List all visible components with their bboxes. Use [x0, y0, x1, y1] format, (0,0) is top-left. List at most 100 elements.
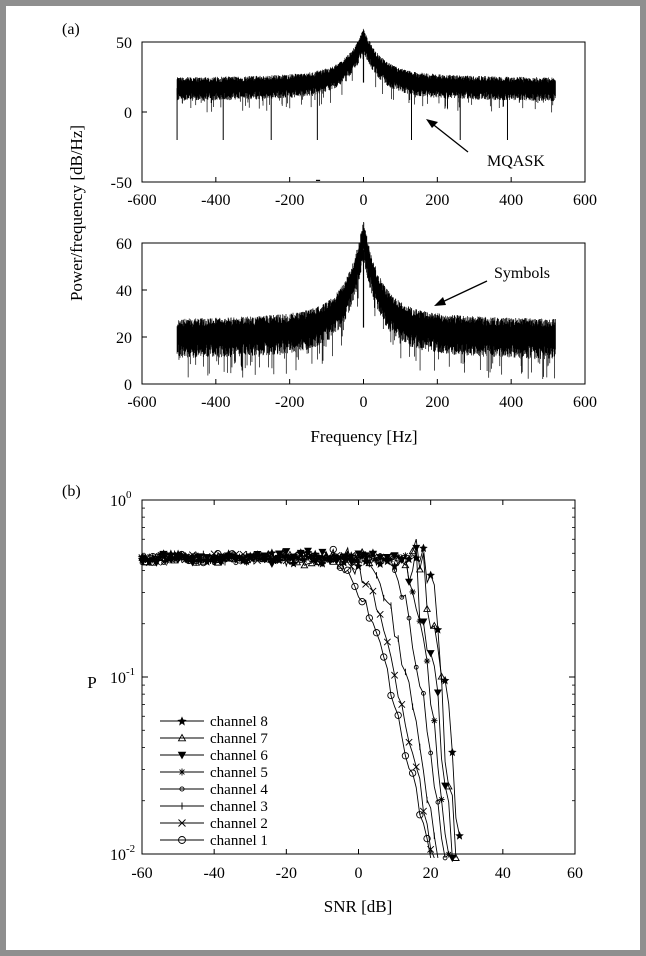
symbols-ytick-label: 60 — [116, 236, 132, 253]
marker-circle — [156, 553, 164, 561]
marker-x — [369, 587, 377, 595]
mqask-axes: -600 -400 -200 0 200 400 600 -50 0 50 MQASK - — [111, 35, 597, 209]
series-channel-2 — [138, 546, 435, 859]
marker-circle — [279, 554, 287, 562]
marker-circle — [221, 553, 229, 562]
series-line — [141, 552, 439, 858]
marker-circle — [293, 552, 301, 560]
mqask-trace — [176, 28, 556, 113]
series-line — [141, 546, 435, 859]
marker-circle — [235, 556, 244, 564]
mqask-ytick-label: 50 — [116, 35, 132, 52]
marker-asterisk — [358, 552, 366, 560]
marker-x — [318, 557, 326, 565]
marker-small-circle — [298, 558, 304, 563]
marker-triangle-down — [412, 544, 421, 552]
marker-star — [390, 561, 399, 571]
marker-circle — [387, 691, 395, 700]
symbols-ytick-label: 20 — [116, 330, 132, 347]
p-ytick-label: 10-2 — [110, 843, 135, 864]
legend-label: channel 4 — [210, 782, 268, 798]
marker-circle — [307, 555, 316, 563]
series-line — [141, 538, 457, 858]
p-ytick-exp: -2 — [126, 843, 135, 855]
marker-asterisk — [373, 556, 380, 564]
marker-x — [362, 580, 370, 588]
marker-x — [203, 552, 211, 561]
snr-xtick-label: 40 — [495, 865, 511, 882]
marker-asterisk — [387, 556, 395, 563]
marker-x — [253, 557, 261, 565]
marker-circle — [170, 552, 179, 561]
marker-x — [376, 610, 384, 618]
frequency-xlabel: Frequency [Hz] — [310, 427, 417, 446]
symbols-ytick-label: 40 — [116, 283, 132, 300]
marker-asterisk — [250, 553, 258, 560]
marker-circle — [149, 552, 157, 561]
symbols-arrow — [437, 280, 488, 305]
symbols-ytick-label: 0 — [124, 377, 132, 394]
stray-mark: - — [315, 171, 320, 188]
marker-x — [188, 551, 197, 559]
symbols-xtick-label: 400 — [499, 394, 523, 411]
snr-xtick-label: -40 — [204, 865, 225, 882]
symbols-xtick-label: -200 — [275, 394, 304, 411]
marker-star — [440, 675, 450, 685]
series-channel-8 — [137, 543, 464, 840]
marker-x — [178, 819, 186, 827]
series-line — [141, 547, 453, 858]
marker-circle — [344, 566, 352, 574]
marker-x — [419, 807, 427, 815]
marker-circle — [178, 836, 186, 844]
marker-circle — [199, 558, 207, 567]
marker-asterisk — [192, 551, 200, 559]
marker-triangle-down — [433, 689, 442, 697]
marker-asterisk — [301, 556, 308, 564]
marker-small-circle — [384, 555, 390, 560]
marker-triangle-down — [441, 782, 450, 790]
marker-triangle-down — [426, 650, 435, 658]
symbols-xtick-label: 200 — [425, 394, 449, 411]
marker-triangle-up — [408, 547, 417, 555]
marker-circle — [358, 598, 366, 606]
snr-xtick-label: 20 — [423, 865, 439, 882]
marker-triangle-up — [329, 557, 338, 565]
marker-x — [239, 550, 247, 558]
legend-label: channel 2 — [210, 816, 268, 832]
snr-xtick-label: -20 — [276, 865, 297, 882]
probability-plot — [137, 538, 464, 863]
marker-asterisk — [200, 556, 207, 564]
mqask-annotation: MQASK — [487, 153, 545, 170]
snr-xtick-label: 60 — [567, 865, 583, 882]
p-ytick-exp: -1 — [126, 666, 135, 678]
marker-small-circle — [442, 855, 448, 861]
p-ytick-label: 100 — [110, 489, 132, 510]
marker-asterisk — [409, 588, 416, 596]
legend-label: channel 8 — [210, 714, 268, 730]
snr-xtick-label: -60 — [131, 865, 152, 882]
marker-x — [383, 638, 391, 646]
marker-asterisk — [243, 559, 250, 566]
marker-triangle-down — [390, 552, 399, 560]
snr-xtick-label: 0 — [355, 865, 363, 882]
marker-x — [405, 738, 413, 746]
symbols-xtick-label: -400 — [201, 394, 230, 411]
marker-triangle-up — [423, 604, 432, 612]
marker-x — [398, 700, 406, 708]
marker-asterisk — [394, 553, 402, 560]
mqask-xtick-label: -400 — [201, 192, 230, 209]
marker-circle — [372, 629, 381, 637]
marker-asterisk — [221, 553, 229, 560]
marker-x — [261, 551, 269, 559]
mqask-xtick-label: 400 — [499, 192, 523, 209]
legend-label: channel 7 — [210, 731, 268, 747]
symbols-trace — [176, 221, 556, 380]
marker-star — [448, 747, 457, 757]
marker-circle — [329, 545, 337, 554]
marker-triangle-down — [217, 558, 226, 566]
mqask-arrow — [429, 121, 469, 153]
marker-triangle-up — [336, 561, 345, 569]
power-frequency-ylabel: Power/frequency [dB/Hz] — [67, 125, 86, 301]
